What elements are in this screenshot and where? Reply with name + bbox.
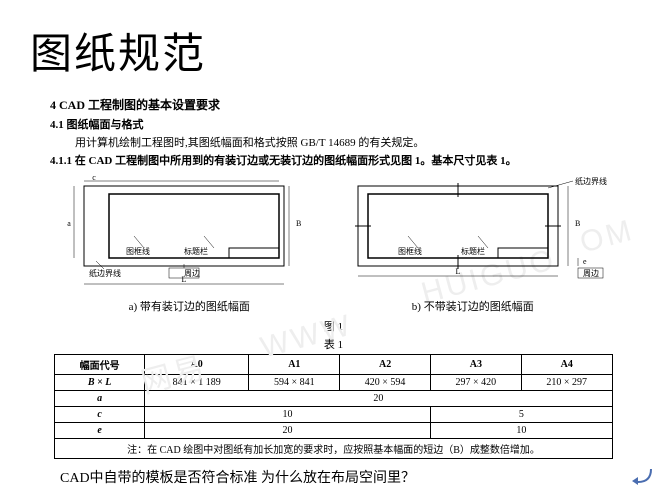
footer-question: CAD中自带的模板是否符合标准 为什么放在布局空间里？ (30, 467, 637, 487)
diagram-a-svg: a c 图框线 标题栏 纸边界线 周边 B L (54, 176, 324, 296)
svg-text:纸边界线: 纸边界线 (575, 176, 607, 186)
section-4-header: 4 CAD 工程制图的基本设置要求 (30, 96, 637, 113)
td: 210 × 297 (521, 375, 612, 391)
td: 297 × 420 (430, 375, 521, 391)
diagram-b-caption: b) 不带装订边的图纸幅面 (333, 298, 613, 314)
td: 20 (144, 423, 430, 439)
th: A1 (249, 355, 340, 375)
td: 420 × 594 (340, 375, 431, 391)
svg-text:图框线: 图框线 (398, 246, 422, 256)
td: c (55, 407, 145, 423)
svg-text:L: L (455, 267, 460, 276)
diagram-b-svg: 纸边界线 图框线 标题栏 B e L 周边 (333, 176, 613, 296)
svg-text:B: B (575, 219, 580, 228)
td: 841 × 1 189 (144, 375, 249, 391)
diagram-a: a c 图框线 标题栏 纸边界线 周边 B L a) 带有装订 (54, 176, 324, 316)
dimensions-table: 幅面代号 A0 A1 A2 A3 A4 B × L 841 × 1 189 59… (54, 354, 612, 459)
diagram-a-caption: a) 带有装订边的图纸幅面 (54, 298, 324, 314)
body-4-1: 用计算机绘制工程图时,其图纸幅面和格式按照 GB/T 14689 的有关规定。 (30, 134, 637, 150)
diagrams-row: a c 图框线 标题栏 纸边界线 周边 B L a) 带有装订 (30, 176, 637, 316)
svg-text:a: a (67, 219, 71, 228)
section-4-1-1: 4.1.1 在 CAD 工程制图中所用到的有装订边或无装订边的图纸幅面形式见图 … (30, 152, 637, 168)
td: 594 × 841 (249, 375, 340, 391)
svg-text:周边: 周边 (583, 268, 599, 278)
td: 10 (144, 407, 430, 423)
svg-text:c: c (92, 176, 96, 182)
td: B × L (55, 375, 145, 391)
td: 10 (430, 423, 612, 439)
th: A2 (340, 355, 431, 375)
th: A4 (521, 355, 612, 375)
table-row: a 20 (55, 391, 612, 407)
td: 20 (144, 391, 612, 407)
svg-text:L: L (182, 275, 187, 284)
table-note: 注：在 CAD 绘图中对图纸有加长加宽的要求时，应按照基本幅面的短边（B）成整数… (55, 439, 612, 459)
page-title: 图纸规范 (30, 20, 637, 81)
table-1-caption: 表 1 (30, 336, 637, 352)
svg-text:纸边界线: 纸边界线 (89, 268, 121, 278)
th: A3 (430, 355, 521, 375)
diagram-b: 纸边界线 图框线 标题栏 B e L 周边 b) 不带装订边的图纸幅面 (333, 176, 613, 316)
th: A0 (144, 355, 249, 375)
svg-text:标题栏: 标题栏 (461, 246, 485, 256)
td: 5 (430, 407, 612, 423)
td: a (55, 391, 145, 407)
table-note-row: 注：在 CAD 绘图中对图纸有加长加宽的要求时，应按照基本幅面的短边（B）成整数… (55, 439, 612, 459)
svg-text:B: B (296, 219, 301, 228)
table-row: e 20 10 (55, 423, 612, 439)
table-row: c 10 5 (55, 407, 612, 423)
svg-text:e: e (583, 257, 587, 266)
table-row: B × L 841 × 1 189 594 × 841 420 × 594 29… (55, 375, 612, 391)
th: 幅面代号 (55, 355, 145, 375)
svg-text:图框线: 图框线 (126, 246, 150, 256)
section-4-1: 4.1 图纸幅面与格式 (30, 116, 637, 132)
td: e (55, 423, 145, 439)
figure-1-caption: 图 1 (30, 318, 637, 334)
svg-text:标题栏: 标题栏 (184, 246, 208, 256)
table-header-row: 幅面代号 A0 A1 A2 A3 A4 (55, 355, 612, 375)
back-icon[interactable] (632, 467, 652, 490)
slide-content: 图纸规范 4 CAD 工程制图的基本设置要求 4.1 图纸幅面与格式 用计算机绘… (0, 0, 667, 497)
